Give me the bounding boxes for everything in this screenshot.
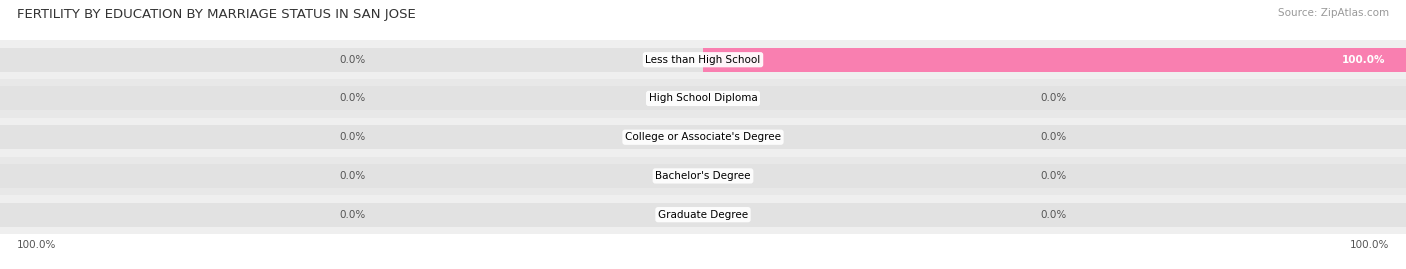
Text: 0.0%: 0.0%: [339, 132, 366, 142]
Bar: [703, 48, 1406, 72]
Bar: [703, 164, 1406, 188]
Bar: [0, 86, 703, 111]
Bar: [0, 79, 1406, 118]
Text: High School Diploma: High School Diploma: [648, 93, 758, 104]
Text: FERTILITY BY EDUCATION BY MARRIAGE STATUS IN SAN JOSE: FERTILITY BY EDUCATION BY MARRIAGE STATU…: [17, 8, 416, 21]
Text: 0.0%: 0.0%: [1040, 132, 1067, 142]
Text: Source: ZipAtlas.com: Source: ZipAtlas.com: [1278, 8, 1389, 18]
Text: Bachelor's Degree: Bachelor's Degree: [655, 171, 751, 181]
Text: 0.0%: 0.0%: [339, 171, 366, 181]
Bar: [0, 157, 1406, 195]
Text: 0.0%: 0.0%: [339, 55, 366, 65]
Bar: [0, 48, 703, 72]
Bar: [703, 125, 1406, 149]
Bar: [0, 40, 1406, 79]
Bar: [0, 164, 703, 188]
Bar: [0, 118, 1406, 157]
Text: 0.0%: 0.0%: [1040, 171, 1067, 181]
Text: 100.0%: 100.0%: [1350, 240, 1389, 250]
Text: 0.0%: 0.0%: [1040, 210, 1067, 220]
Text: 0.0%: 0.0%: [339, 93, 366, 104]
Bar: [703, 86, 1406, 111]
Text: 0.0%: 0.0%: [339, 210, 366, 220]
Bar: [703, 48, 1406, 72]
Text: Graduate Degree: Graduate Degree: [658, 210, 748, 220]
Text: College or Associate's Degree: College or Associate's Degree: [626, 132, 780, 142]
Bar: [0, 195, 1406, 234]
Text: 100.0%: 100.0%: [1341, 55, 1385, 65]
Bar: [0, 125, 703, 149]
Text: 100.0%: 100.0%: [17, 240, 56, 250]
Bar: [0, 203, 703, 227]
Bar: [703, 203, 1406, 227]
Text: Less than High School: Less than High School: [645, 55, 761, 65]
Text: 0.0%: 0.0%: [1040, 93, 1067, 104]
